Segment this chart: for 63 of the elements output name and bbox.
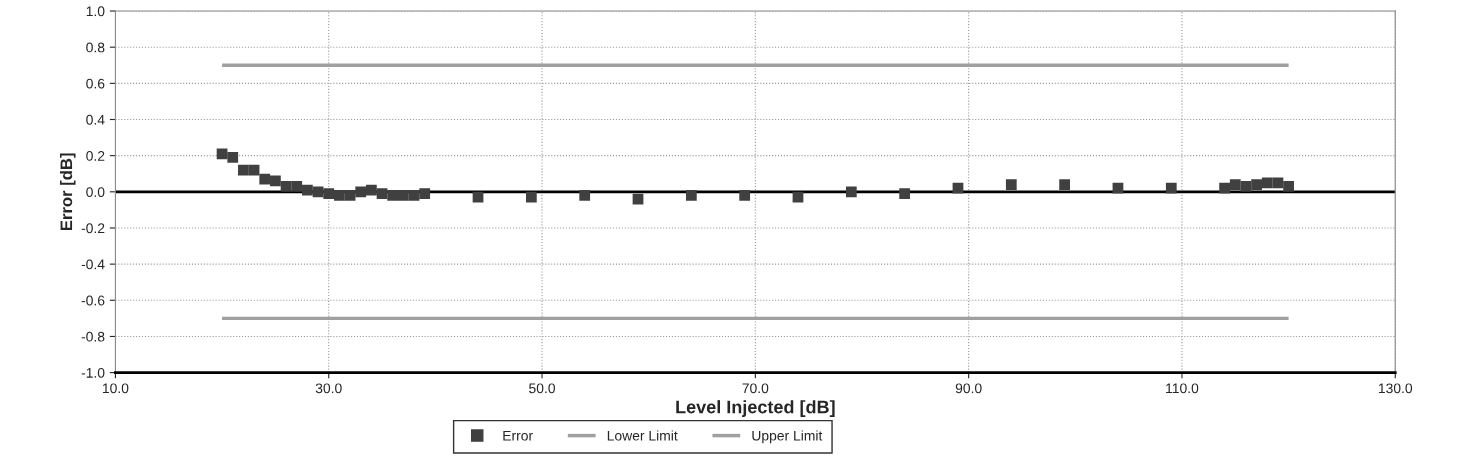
point <box>525 191 537 203</box>
point <box>323 188 335 200</box>
point <box>366 184 377 196</box>
point <box>387 190 399 201</box>
point <box>248 164 260 176</box>
point <box>302 184 313 196</box>
y-tick-label: -0.2 <box>81 223 105 234</box>
point <box>270 175 281 187</box>
point <box>792 191 804 203</box>
point <box>845 186 857 198</box>
legend-label: Error <box>503 430 533 441</box>
point <box>238 164 249 176</box>
point <box>398 190 409 201</box>
point <box>1165 182 1177 194</box>
point <box>376 188 388 200</box>
point <box>259 173 271 185</box>
point <box>472 191 484 203</box>
y-tick-label: 0.6 <box>86 78 105 89</box>
x-tick-label: 30.0 <box>315 383 342 394</box>
y-tick-label: 0.4 <box>86 114 105 125</box>
y-tick-label: -0.8 <box>81 331 105 342</box>
point <box>312 186 324 198</box>
point <box>899 188 911 200</box>
y-tick-label: 0.0 <box>86 187 105 197</box>
x-tick-label: 10.0 <box>102 383 129 394</box>
y-tick-label: -0.4 <box>81 259 105 270</box>
point <box>1059 179 1071 190</box>
point <box>1251 179 1262 190</box>
point <box>344 190 356 201</box>
legend-label: Lower Limit <box>607 430 678 441</box>
point <box>408 190 420 201</box>
point <box>1283 181 1294 192</box>
point <box>355 186 367 198</box>
point <box>1229 179 1241 190</box>
legend-label: Upper Limit <box>752 430 823 444</box>
point <box>227 152 239 163</box>
point <box>739 190 751 201</box>
x-tick-label: 90.0 <box>955 383 982 394</box>
x-tick-label: 130.0 <box>1378 383 1413 394</box>
x-axis-title: Level Injected [dB] <box>676 400 835 417</box>
y-tick-label: -1.0 <box>81 367 105 378</box>
point <box>685 190 697 201</box>
point <box>1261 177 1273 189</box>
point <box>1240 181 1252 192</box>
x-tick-label: 50.0 <box>529 383 555 394</box>
point <box>1219 182 1230 194</box>
y-tick-label: 1.0 <box>86 6 105 17</box>
y-tick-label: -0.6 <box>81 295 105 306</box>
point <box>952 182 964 194</box>
point <box>280 181 292 192</box>
y-tick-label: 0.8 <box>86 42 105 53</box>
point <box>291 181 303 192</box>
y-tick-label: 0.2 <box>86 151 105 161</box>
point <box>1005 179 1017 190</box>
point <box>334 190 345 201</box>
x-tick-label: 110.0 <box>1166 383 1199 394</box>
point <box>419 188 431 200</box>
point <box>1112 182 1124 194</box>
point <box>1272 177 1284 189</box>
x-tick-label: 70.0 <box>742 383 769 394</box>
point <box>579 190 591 201</box>
y-axis-title: Error [dB] <box>59 153 76 231</box>
point <box>216 148 228 160</box>
